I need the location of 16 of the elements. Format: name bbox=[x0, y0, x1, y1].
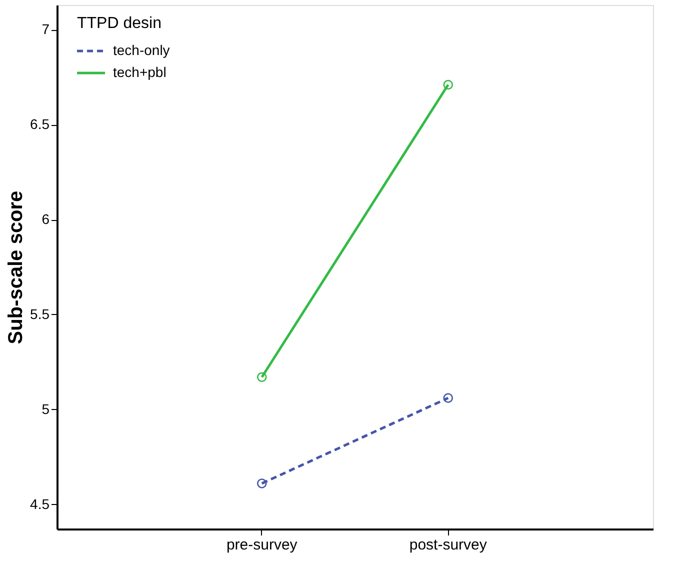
point bbox=[443, 80, 453, 90]
y-tick-label: 5.5 bbox=[30, 306, 50, 322]
x-tick-label: post-survey bbox=[409, 536, 488, 554]
legend-label: tech+pbl bbox=[113, 64, 166, 80]
y-tick-label: 6.5 bbox=[30, 116, 50, 132]
y-tick-label: 7 bbox=[42, 21, 50, 38]
legend-label: tech-only bbox=[113, 42, 170, 58]
point bbox=[443, 393, 453, 403]
y-tick-label: 4.5 bbox=[30, 496, 50, 512]
x-tick-label: pre-survey bbox=[226, 536, 298, 554]
y-tick-label: 5 bbox=[42, 400, 50, 417]
point bbox=[257, 372, 267, 382]
y-axis-title: Sub-scale score bbox=[5, 190, 28, 344]
point bbox=[257, 478, 267, 488]
y-tick-label: 6 bbox=[42, 211, 50, 228]
legend-title: TTPD desin bbox=[77, 15, 162, 32]
